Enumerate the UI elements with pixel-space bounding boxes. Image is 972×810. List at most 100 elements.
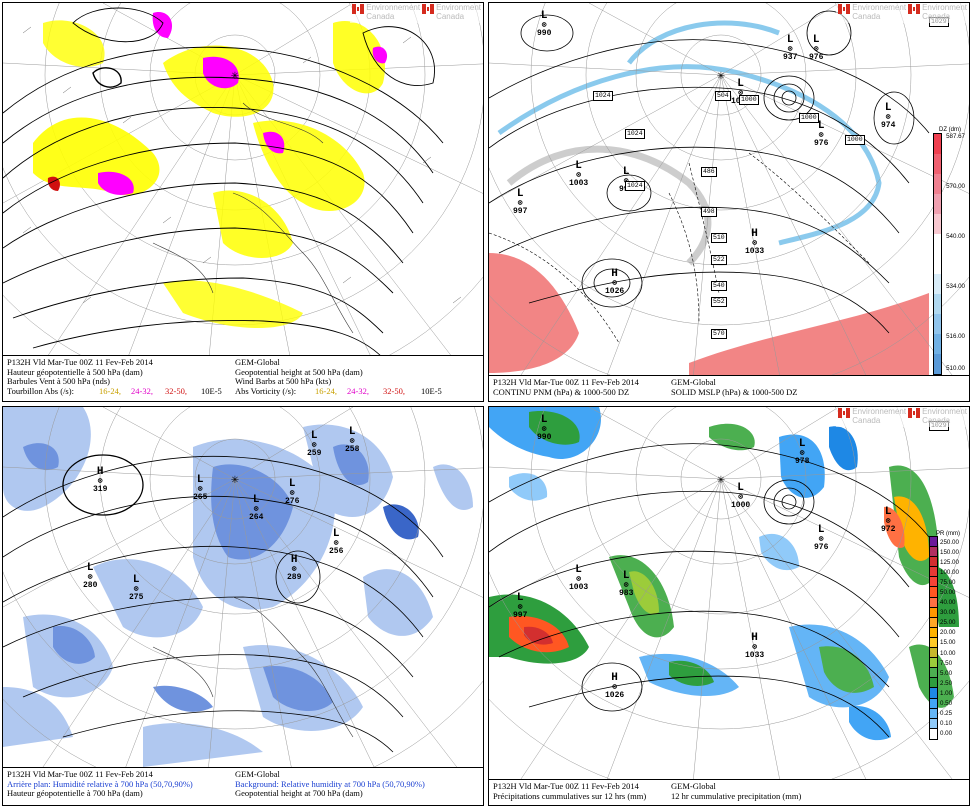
pr-label: 250.00 [940,538,959,546]
isobar-label-1000b: 1000 [739,95,759,105]
isobars [489,10,930,334]
pr-label: 30.00 [940,609,956,617]
pole-marker-4: ✳ [717,475,725,486]
logo-text-fr-2: Canada [366,12,395,21]
map-mslp: ✳ [489,3,969,401]
p4-center-L-990: L ⊗ 990 [537,414,552,442]
env-canada-logo-2: Environnement Canada Environment Canada [836,3,969,23]
caption-p1-r2: Geopotential height at 500 hPa (dam) [235,366,363,377]
env-canada-logo: Environnement Canada Environment Canada [350,3,483,23]
center-H-1026: H ⊗ 1026 [605,268,625,296]
isobar-label-1000c: 1000 [799,113,819,123]
dz-label-3: 540.00 [946,233,965,240]
dz-swatch [934,354,942,374]
thickness-label-504: 504 [715,91,731,101]
logo-text-fr-5: Environnement [852,407,907,416]
pr-colorbar-row: 0.00 [929,727,967,740]
dz-swatch [934,194,942,214]
pr-label: 75.00 [940,578,956,586]
center-L-264: L ⊗ 264 [249,494,264,522]
thickness-label-540: 540 [711,281,727,291]
caption-p1-l1: P132H Vld Mar-Tue 00Z 11 Fev-Feb 2014 [7,357,153,367]
pr-label: 5.00 [940,669,953,677]
p4-center-L-1003: L ⊗ 1003 [569,564,589,592]
dz-swatch [934,134,942,154]
p4-center-L-1000: L ⊗ 1000 [731,482,751,510]
vorticity-shading [33,12,388,328]
thickness-contours [489,152,870,344]
caption-p3-r1: GEM-Global [235,769,280,779]
dz-label-4: 534.00 [946,283,965,290]
caption-p4-r1: GEM-Global [671,781,716,791]
colorbar-pr-title: PR (mm) [936,531,960,537]
caption-p3-l2: Arrière plan: Humidité relative à 700 hP… [7,778,193,789]
env-canada-logo-4: Environnement Canada Environment Canada [836,407,969,427]
pr-label: 20.00 [940,629,956,637]
vort-left-4: 10E-5 [201,385,222,396]
dz-swatch [934,294,942,314]
pr-label: 100.00 [940,568,959,576]
precip-shading [489,407,959,741]
pr-label: 40.00 [940,599,956,607]
pr-label: 15.00 [940,639,956,647]
caption-p4-r2: 12 hr cummulative precipitation (mm) [671,790,802,801]
caption-p3: P132H Vld Mar-Tue 00Z 11 Fev-Feb 2014 Ar… [3,767,483,805]
dz-label-1: 587.67 [946,133,965,140]
p4-center-H-1026: H ⊗ 1026 [605,672,625,700]
logo-text-en-5: Environment [922,407,967,416]
thickness-label-486: 486 [701,167,717,177]
canada-flag-icon-4 [908,4,921,14]
colorbar-pr-rows: 250.00 150.00 125.00 100.00 75.00 50.00 40.00 3… [929,536,967,740]
center-L-276: L ⊗ 276 [285,478,300,506]
dz-swatch [934,234,942,254]
vort-right-4: 10E-5 [421,385,442,396]
caption-p1-l2: Hauteur géopotentielle à 500 hPa (dam) [7,366,143,377]
caption-p2-r1: GEM-Global [671,377,716,387]
pole-marker-2: ✳ [717,71,725,82]
dz-swatch [934,334,942,354]
map-700hpa: ✳ [3,407,483,805]
thickness-label-498: 498 [701,207,717,217]
pr-label: 10.00 [940,649,956,657]
canada-flag-icon-5 [838,408,851,418]
dz-label-6: 510.00 [946,365,965,372]
colorbar-pr: PR (mm) 250.00 150.00 125.00 100.00 75.00 50.… [929,531,967,740]
thickness-label-510: 510 [711,233,727,243]
center-H-319: H ⊗ 319 [93,466,108,494]
vort-right-2: 24-32, [347,385,369,396]
center-L-990: L ⊗ 990 [537,10,552,38]
p4-center-L-983: L ⊗ 983 [619,570,634,598]
vort-right-3: 32-50, [383,385,405,396]
caption-p4-l2: Précipitations cummulatives sur 12 hrs (… [493,790,647,801]
caption-p1-r1: GEM-Global [235,357,280,367]
logo-text-en-2: Canada [436,12,465,21]
canada-flag-icon-3 [838,4,851,14]
caption-p3-l3: Hauteur géopotentielle à 700 hPa (dam) [7,788,143,798]
logo-text-en-4: Canada [922,12,951,21]
panel-700hpa-rh: ✳ H ⊗ 319 L ⊗ 280 L ⊗ 275 L ⊗ 265 L ⊗ 264 L ⊗ 276 H ⊗… [2,406,484,806]
caption-p2-l2: CONTINU PNM (hPa) & 1000-500 DZ [493,386,630,397]
center-L-1003: L ⊗ 1003 [569,160,589,188]
caption-p1-l4: Tourbillon Abs (/s): [7,385,74,396]
vort-right-1: 16-24, [315,385,337,396]
logo-text-en: Environment [436,3,481,12]
pr-label: 0.00 [940,730,953,738]
p4-center-H-1033: H ⊗ 1033 [745,632,765,660]
panel-500hpa-vorticity: ✳ Environnement Canada Environment Canada … [2,2,484,402]
rh-shading [3,407,473,767]
p4-center-L-997: L ⊗ 997 [513,592,528,620]
thickness-label-570: 570 [711,329,727,339]
pr-label: 0.10 [940,720,953,728]
caption-p3-l1: P132H Vld Mar-Tue 00Z 11 Fev-Feb 2014 [7,769,153,779]
canada-flag-icon [352,4,365,14]
pr-label: 150.00 [940,548,959,556]
pole-marker-3: ✳ [231,475,239,486]
map-500hpa: ✳ [3,3,483,401]
center-L-976a: L ⊗ 976 [814,120,829,148]
vort-left-1: 16-24, [99,385,121,396]
pole-marker: ✳ [231,71,239,82]
caption-p2-r2: SOLID MSLP (hPa) & 1000-500 DZ [671,386,798,397]
panel-precipitation: ✳ L ⊗ 990 L ⊗ 1003 L ⊗ 997 L ⊗ 983 L ⊗ 1000 H ⊗ 1033… [488,406,970,806]
height-contours [3,7,444,359]
caption-p4-l1: P132H Vld Mar-Tue 00Z 11 Fev-Feb 2014 [493,781,639,791]
